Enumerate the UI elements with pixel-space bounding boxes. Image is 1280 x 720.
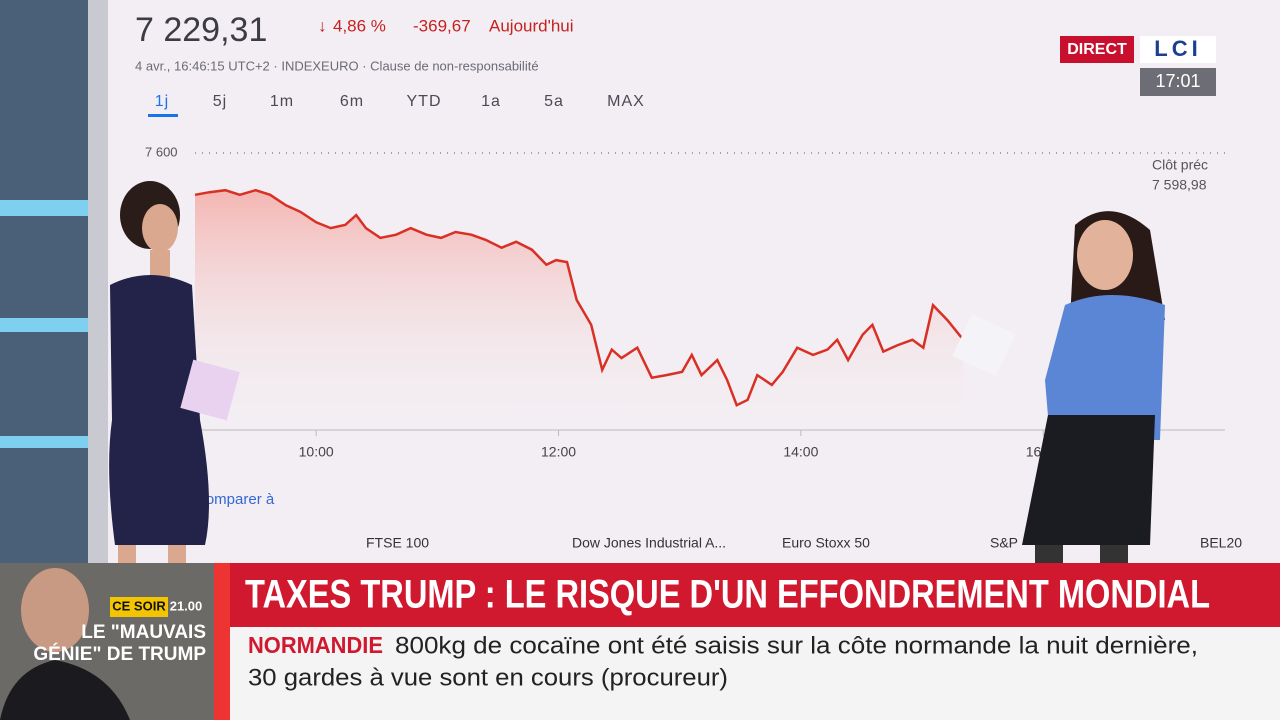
finance-panel: 7 229,31 ↓ 4,86 % -369,67 Aujourd'hui 4 … bbox=[135, 11, 1208, 508]
range-button[interactable]: 5a bbox=[544, 93, 564, 110]
compare-link[interactable]: Comparer à bbox=[195, 491, 275, 508]
promo-suit bbox=[0, 660, 130, 720]
clock-box bbox=[1140, 68, 1216, 96]
studio-light bbox=[0, 318, 90, 332]
logo-box bbox=[1140, 36, 1216, 63]
area-fill bbox=[195, 190, 964, 430]
promo-tag-box bbox=[110, 597, 168, 617]
range-button[interactable]: 5j bbox=[213, 93, 227, 110]
change-pct: 4,86 % bbox=[333, 16, 386, 35]
x-tick-label: 12:00 bbox=[541, 444, 576, 460]
promo-title-box: LE "MAUVAIS GÉNIE" DE TRUMP bbox=[33, 622, 206, 665]
ticker-line: 800kg de cocaïne ont été saisis sur la c… bbox=[395, 632, 1198, 659]
promo-time: 21.00 bbox=[170, 598, 203, 613]
channel-logo: LCI bbox=[1154, 36, 1201, 61]
range-button[interactable]: 6m bbox=[340, 93, 364, 110]
range-button[interactable]: 1j bbox=[155, 93, 169, 110]
live-label: DIRECT bbox=[1067, 41, 1127, 58]
range-button[interactable]: MAX bbox=[607, 93, 645, 110]
studio-light bbox=[0, 200, 90, 216]
range-button[interactable]: YTD bbox=[407, 93, 442, 110]
presenter-left bbox=[109, 181, 240, 563]
ticker-bar bbox=[230, 627, 1280, 720]
price: 7 229,31 bbox=[135, 11, 267, 49]
clock: 17:01 bbox=[1155, 71, 1200, 91]
range-button[interactable]: 1m bbox=[270, 93, 294, 110]
headline-bar bbox=[230, 563, 1280, 627]
presenter-right bbox=[952, 211, 1165, 563]
banner-edge bbox=[214, 563, 230, 720]
promo-face bbox=[21, 568, 89, 652]
quote-meta: 4 avr., 16:46:15 UTC+2 · INDEXEURO · Cla… bbox=[135, 58, 539, 73]
period-label: Aujourd'hui bbox=[489, 16, 574, 35]
price-line bbox=[194, 188, 965, 407]
screen-bezel bbox=[88, 0, 108, 563]
headline: TAXES TRUMP : LE RISQUE D'UN EFFONDREMEN… bbox=[245, 573, 1210, 617]
studio-light bbox=[0, 436, 90, 448]
compare-chip[interactable]: FTSE 100 bbox=[366, 535, 429, 551]
live-badge bbox=[1060, 36, 1134, 63]
prev-close-label: Clôt préc bbox=[1152, 157, 1208, 173]
arrow: ↓ bbox=[318, 16, 327, 35]
prev-close: 7 598,98 bbox=[1152, 177, 1207, 193]
x-tick-label: 14:00 bbox=[783, 444, 818, 460]
promo-title: LE "MAUVAIS GÉNIE" DE TRUMP bbox=[33, 622, 206, 665]
x-tick-label: 10:00 bbox=[299, 444, 334, 460]
y-tick-label: 7 600 bbox=[145, 144, 178, 159]
compare-chip[interactable]: BEL20 bbox=[1200, 535, 1242, 551]
ticker-tag: NORMANDIE bbox=[248, 632, 383, 658]
promo-tag: CE SOIR bbox=[112, 598, 166, 613]
compare-chip[interactable]: Euro Stoxx 50 bbox=[782, 535, 870, 551]
compare-chip[interactable]: S&P bbox=[990, 535, 1018, 551]
change-abs: -369,67 bbox=[413, 16, 471, 35]
range-button[interactable]: 1a bbox=[481, 93, 501, 110]
ticker-line: 30 gardes à vue sont en cours (procureur… bbox=[248, 664, 728, 691]
compare-chip[interactable]: Dow Jones Industrial A... bbox=[572, 535, 726, 551]
compare-chips: FTSE 100 Dow Jones Industrial A... Euro St… bbox=[366, 535, 1242, 551]
range-underline bbox=[148, 114, 178, 117]
